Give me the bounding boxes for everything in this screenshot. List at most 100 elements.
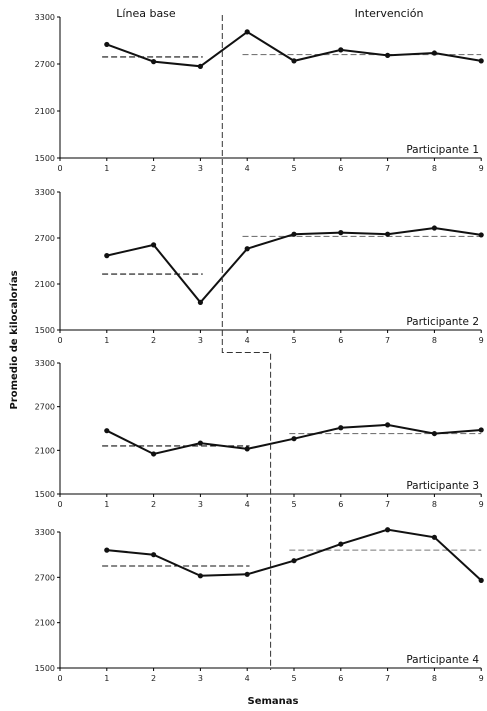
data-point <box>478 577 484 583</box>
data-point <box>385 527 391 533</box>
x-tick-label: 4 <box>245 336 250 345</box>
data-point <box>151 552 157 558</box>
x-tick-label: 2 <box>151 164 156 173</box>
x-tick-label: 3 <box>198 674 203 683</box>
x-tick-label: 5 <box>291 164 296 173</box>
x-tick-label: 0 <box>57 500 62 509</box>
y-tick-label: 2100 <box>35 107 55 116</box>
y-tick-label: 2100 <box>35 446 55 455</box>
data-point <box>244 29 250 35</box>
data-point <box>104 547 110 553</box>
y-tick-label: 2100 <box>35 280 55 289</box>
participant-label: Participante 1 <box>406 144 479 156</box>
y-tick-label: 1500 <box>35 154 55 163</box>
x-axis-label: Semanas <box>248 696 299 707</box>
y-axis-label: Promedio de kilocalorías <box>8 270 20 409</box>
data-point <box>291 436 297 442</box>
x-tick-label: 2 <box>151 500 156 509</box>
x-tick-label: 3 <box>198 500 203 509</box>
x-tick-label: 8 <box>432 336 437 345</box>
y-tick-label: 3300 <box>35 528 55 537</box>
y-tick-label: 2700 <box>35 403 55 412</box>
x-tick-label: 1 <box>104 336 109 345</box>
series-line <box>106 528 482 582</box>
data-point <box>291 231 297 237</box>
x-tick-label: 4 <box>245 674 250 683</box>
data-point <box>338 47 344 53</box>
x-tick-label: 7 <box>385 164 390 173</box>
y-tick-label: 1500 <box>35 664 55 673</box>
data-point <box>338 425 344 431</box>
data-point <box>244 446 250 452</box>
data-point <box>197 299 203 305</box>
data-point <box>151 59 157 65</box>
x-tick-label: 0 <box>57 336 62 345</box>
x-tick-label: 7 <box>385 336 390 345</box>
y-tick-label: 2700 <box>35 234 55 243</box>
x-tick-label: 5 <box>291 674 296 683</box>
data-point <box>197 63 203 69</box>
phase-label-intervention: Intervención <box>355 7 424 20</box>
data-point <box>338 541 344 547</box>
y-tick-label: 2700 <box>35 60 55 69</box>
data-point <box>244 571 250 577</box>
x-tick-label: 8 <box>432 500 437 509</box>
data-point <box>478 427 484 433</box>
y-tick-label: 3300 <box>35 359 55 368</box>
x-tick-label: 1 <box>104 164 109 173</box>
data-point <box>197 440 203 446</box>
x-tick-label: 2 <box>151 336 156 345</box>
data-point <box>385 422 391 428</box>
y-tick-label: 2100 <box>35 619 55 628</box>
data-point <box>244 246 250 252</box>
x-tick-label: 1 <box>104 674 109 683</box>
data-point <box>385 231 391 237</box>
x-tick-label: 5 <box>291 336 296 345</box>
x-tick-label: 5 <box>291 500 296 509</box>
x-tick-label: 8 <box>432 164 437 173</box>
y-tick-label: 3300 <box>35 188 55 197</box>
x-tick-label: 2 <box>151 674 156 683</box>
data-point <box>478 58 484 64</box>
data-point <box>104 428 110 434</box>
x-tick-label: 9 <box>479 500 484 509</box>
phase-dividers <box>221 15 272 670</box>
series-line <box>106 226 482 304</box>
x-tick-label: 6 <box>338 500 343 509</box>
data-point <box>478 232 484 238</box>
x-tick-label: 9 <box>479 164 484 173</box>
participant-label: Participante 3 <box>406 480 479 492</box>
x-tick-label: 1 <box>104 500 109 509</box>
data-point <box>385 52 391 58</box>
y-tick-label: 1500 <box>35 490 55 499</box>
data-point <box>431 225 437 231</box>
x-tick-label: 9 <box>479 336 484 345</box>
x-tick-label: 4 <box>245 500 250 509</box>
data-point <box>291 558 297 564</box>
participant-label: Participante 4 <box>406 654 479 666</box>
data-point <box>197 573 203 579</box>
data-point <box>431 430 437 437</box>
phase-change-divider <box>221 15 272 670</box>
x-tick-label: 0 <box>57 164 62 173</box>
phase-label-baseline: Línea base <box>116 7 176 20</box>
x-tick-label: 3 <box>198 336 203 345</box>
x-tick-label: 3 <box>198 164 203 173</box>
x-tick-label: 6 <box>338 164 343 173</box>
x-tick-label: 4 <box>245 164 250 173</box>
x-tick-label: 7 <box>385 500 390 509</box>
data-point <box>338 230 344 236</box>
x-tick-label: 6 <box>338 336 343 345</box>
y-tick-label: 1500 <box>35 326 55 335</box>
participant-label: Participante 2 <box>406 316 479 328</box>
data-point <box>431 534 437 540</box>
data-point <box>431 50 437 56</box>
x-tick-label: 9 <box>479 674 484 683</box>
data-point <box>151 451 157 457</box>
